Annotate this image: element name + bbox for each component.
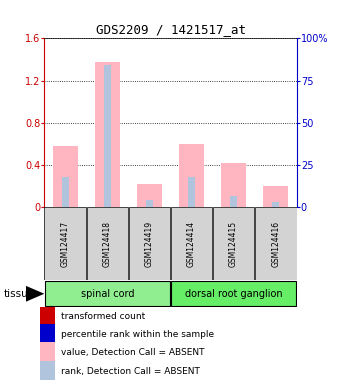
Bar (44, 207, 86, 280)
Bar (104, 65, 111, 207)
Bar (87, 207, 128, 280)
Bar (40, 361, 55, 382)
Text: transformed count: transformed count (61, 312, 146, 321)
Bar (45, 281, 170, 306)
Bar (62, 177, 69, 207)
Bar (179, 144, 204, 207)
Polygon shape (26, 286, 44, 302)
Bar (255, 207, 297, 280)
Bar (40, 342, 55, 363)
Text: GSM124419: GSM124419 (145, 221, 154, 267)
Text: percentile rank within the sample: percentile rank within the sample (61, 330, 214, 339)
Bar (137, 184, 162, 207)
Bar (171, 281, 296, 306)
Bar (129, 207, 170, 280)
Text: GSM124416: GSM124416 (271, 221, 280, 267)
Text: GSM124417: GSM124417 (61, 221, 70, 267)
Text: spinal cord: spinal cord (81, 289, 134, 299)
Bar (146, 200, 153, 207)
Bar (40, 324, 55, 345)
Text: rank, Detection Call = ABSENT: rank, Detection Call = ABSENT (61, 367, 200, 376)
Text: GSM124414: GSM124414 (187, 221, 196, 267)
Text: GSM124418: GSM124418 (103, 221, 112, 267)
Bar (221, 163, 246, 207)
Bar (263, 186, 288, 207)
Bar (40, 306, 55, 327)
Bar (230, 196, 237, 207)
Title: GDS2209 / 1421517_at: GDS2209 / 1421517_at (95, 23, 246, 36)
Bar (188, 177, 195, 207)
Bar (213, 207, 254, 280)
Text: GSM124415: GSM124415 (229, 221, 238, 267)
Text: dorsal root ganglion: dorsal root ganglion (185, 289, 282, 299)
Text: tissue: tissue (3, 289, 34, 299)
Bar (170, 207, 212, 280)
Bar (53, 146, 78, 207)
Text: value, Detection Call = ABSENT: value, Detection Call = ABSENT (61, 348, 205, 357)
Bar (95, 61, 120, 207)
Bar (272, 202, 279, 207)
